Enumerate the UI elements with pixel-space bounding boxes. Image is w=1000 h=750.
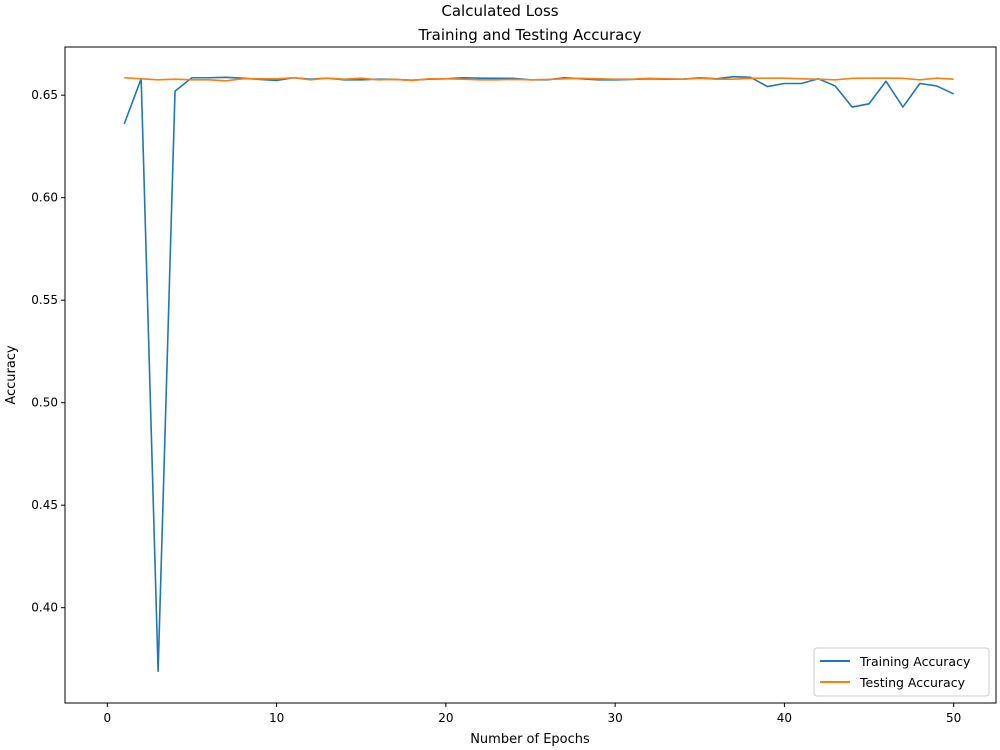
x-tick-label: 50 bbox=[946, 711, 961, 725]
legend-label-testing: Testing Accuracy bbox=[859, 675, 966, 690]
x-tick-label: 20 bbox=[438, 711, 453, 725]
series-lines bbox=[123, 75, 955, 673]
x-tick-label: 0 bbox=[103, 711, 111, 725]
x-axis-label: Number of Epochs bbox=[470, 732, 590, 747]
y-tick-label: 0.45 bbox=[31, 498, 58, 512]
y-tick-label: 0.60 bbox=[31, 191, 58, 205]
plot-area bbox=[123, 75, 955, 673]
x-tick-label: 30 bbox=[607, 711, 622, 725]
figure-suptitle: Calculated Loss bbox=[441, 2, 558, 20]
series-line-training bbox=[123, 75, 955, 673]
y-tick-label: 0.40 bbox=[31, 601, 58, 615]
y-tick-label: 0.50 bbox=[31, 396, 58, 410]
legend-label-training: Training Accuracy bbox=[859, 654, 971, 669]
x-axis-ticks: 0 10 20 30 40 50 bbox=[103, 703, 961, 725]
legend: Training Accuracy Testing Accuracy bbox=[813, 647, 990, 697]
legend-box bbox=[813, 647, 990, 697]
y-tick-label: 0.55 bbox=[31, 293, 58, 307]
series-line-testing bbox=[124, 76, 954, 82]
plot-frame bbox=[64, 46, 997, 704]
y-axis-ticks: 0.40 0.45 0.50 0.55 0.60 0.65 bbox=[31, 88, 65, 615]
y-tick-label: 0.65 bbox=[31, 88, 58, 102]
x-tick-label: 10 bbox=[269, 711, 284, 725]
y-axis-label: Accuracy bbox=[4, 345, 19, 405]
x-tick-label: 40 bbox=[777, 711, 792, 725]
chart-title: Training and Testing Accuracy bbox=[418, 26, 642, 44]
